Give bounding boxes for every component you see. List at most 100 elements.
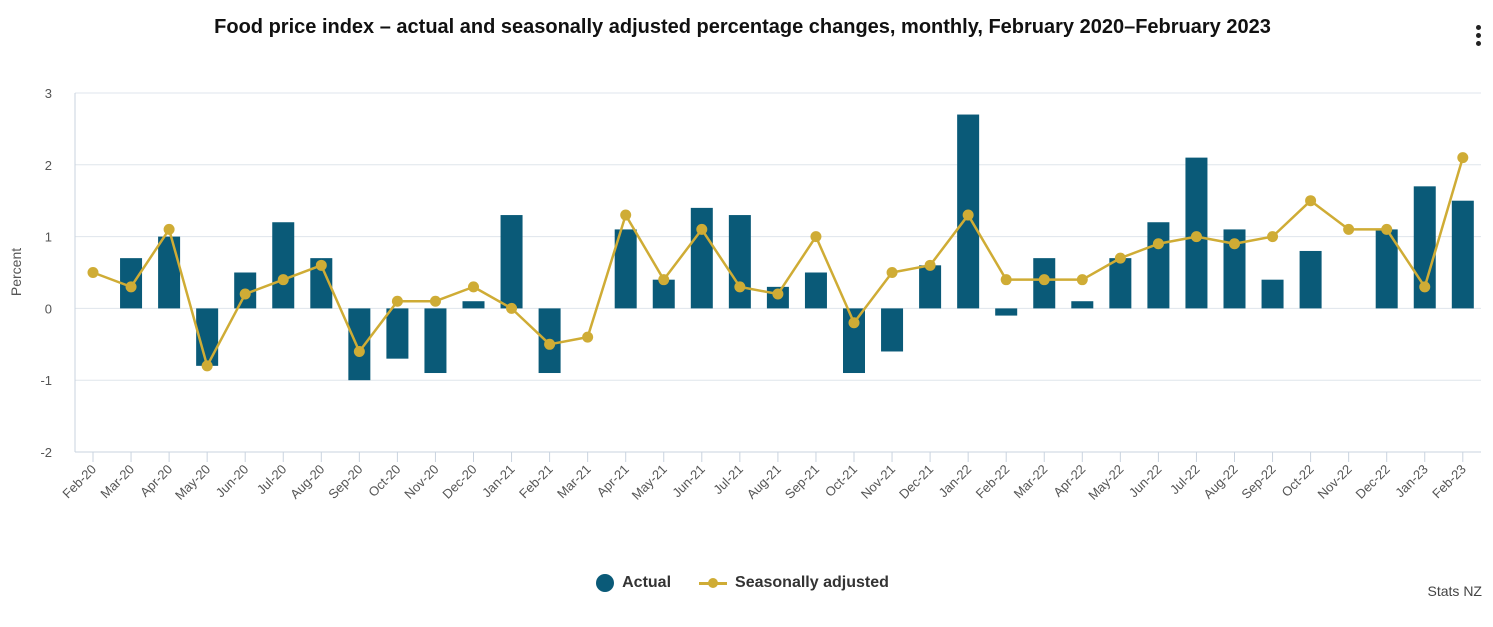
legend-item-actual[interactable]: Actual bbox=[596, 574, 671, 592]
y-tick-label: 2 bbox=[45, 158, 52, 173]
x-tick-label: Jul-22 bbox=[1167, 462, 1203, 498]
y-tick-label: -1 bbox=[40, 373, 52, 388]
seasonal-point[interactable] bbox=[696, 223, 708, 235]
actual-bar[interactable] bbox=[843, 308, 865, 374]
seasonal-point[interactable] bbox=[848, 317, 860, 329]
actual-bar[interactable] bbox=[1375, 229, 1398, 309]
x-tick-label: Aug-21 bbox=[744, 462, 784, 502]
legend-seasonal-label: Seasonally adjusted bbox=[735, 574, 889, 591]
seasonal-point[interactable] bbox=[1229, 238, 1240, 250]
seasonal-point[interactable] bbox=[1267, 231, 1279, 243]
x-tick-label: Oct-22 bbox=[1279, 462, 1317, 500]
seasonal-point[interactable] bbox=[772, 288, 784, 300]
seasonal-point[interactable] bbox=[201, 360, 213, 372]
actual-bar[interactable] bbox=[462, 301, 485, 309]
actual-bar[interactable] bbox=[614, 229, 637, 309]
menu-dot-icon bbox=[1476, 25, 1481, 30]
seasonal-point[interactable] bbox=[353, 345, 365, 357]
y-tick-label: 0 bbox=[45, 301, 52, 316]
legend-actual-swatch bbox=[596, 574, 615, 592]
actual-bar[interactable] bbox=[919, 265, 942, 309]
menu-dot-icon bbox=[1476, 41, 1481, 46]
actual-bar[interactable] bbox=[652, 279, 675, 309]
actual-bar[interactable] bbox=[1147, 222, 1170, 309]
source-credit: Stats NZ bbox=[1427, 583, 1482, 599]
seasonal-point[interactable] bbox=[810, 231, 822, 243]
x-tick-label: Apr-22 bbox=[1050, 462, 1088, 500]
seasonal-point[interactable] bbox=[1457, 152, 1469, 164]
seasonal-point[interactable] bbox=[239, 288, 251, 300]
actual-bar[interactable] bbox=[500, 215, 523, 309]
actual-bar[interactable] bbox=[728, 215, 751, 309]
chart-menu-button[interactable] bbox=[1467, 22, 1491, 50]
seasonal-point[interactable] bbox=[506, 302, 518, 314]
seasonal-point[interactable] bbox=[886, 267, 898, 278]
actual-bar[interactable] bbox=[386, 308, 409, 359]
seasonal-point[interactable] bbox=[962, 209, 974, 221]
actual-bar[interactable] bbox=[1109, 258, 1132, 309]
seasonal-point[interactable] bbox=[1190, 231, 1202, 243]
x-tick-label: Jun-21 bbox=[669, 462, 708, 501]
seasonal-point[interactable] bbox=[315, 259, 327, 271]
x-tick-label: Jun-20 bbox=[213, 462, 252, 501]
seasonal-point[interactable] bbox=[924, 259, 936, 271]
x-tick-label: Mar-21 bbox=[554, 462, 594, 502]
x-tick-label: May-20 bbox=[172, 462, 213, 503]
seasonal-point[interactable] bbox=[391, 295, 403, 307]
legend-seasonal-swatch bbox=[699, 574, 728, 592]
x-tick-label: Dec-22 bbox=[1353, 462, 1393, 502]
x-tick-label: Sep-21 bbox=[782, 462, 822, 502]
seasonal-point[interactable] bbox=[468, 281, 479, 293]
actual-bar[interactable] bbox=[158, 236, 181, 309]
x-tick-label: Aug-22 bbox=[1200, 462, 1240, 502]
x-tick-label: Dec-21 bbox=[896, 462, 936, 502]
x-tick-label: Jul-21 bbox=[710, 462, 746, 498]
actual-bar[interactable] bbox=[196, 308, 219, 366]
seasonal-point[interactable] bbox=[1305, 195, 1317, 207]
actual-bar[interactable] bbox=[310, 258, 333, 309]
seasonal-point[interactable] bbox=[87, 267, 99, 278]
x-tick-label: Sep-20 bbox=[325, 462, 365, 502]
seasonal-point[interactable] bbox=[1419, 281, 1431, 293]
seasonal-point[interactable] bbox=[429, 295, 441, 307]
x-tick-label: May-21 bbox=[629, 462, 670, 503]
seasonal-point[interactable] bbox=[620, 209, 632, 221]
x-tick-label: Jun-22 bbox=[1126, 462, 1165, 501]
seasonal-point[interactable] bbox=[544, 338, 556, 350]
seasonal-point[interactable] bbox=[1000, 274, 1012, 286]
actual-bar[interactable] bbox=[424, 308, 447, 374]
x-tick-label: Oct-21 bbox=[822, 462, 860, 500]
actual-bar[interactable] bbox=[1261, 279, 1284, 309]
actual-bar[interactable] bbox=[1223, 229, 1246, 309]
x-tick-label: Oct-20 bbox=[365, 462, 403, 500]
seasonal-point[interactable] bbox=[125, 281, 137, 293]
actual-bar[interactable] bbox=[881, 308, 904, 352]
actual-bar[interactable] bbox=[690, 207, 713, 309]
seasonal-point[interactable] bbox=[163, 223, 175, 235]
legend-item-seasonal[interactable]: Seasonally adjusted bbox=[699, 574, 889, 592]
x-tick-label: Feb-22 bbox=[973, 462, 1013, 502]
seasonal-point[interactable] bbox=[1114, 252, 1126, 264]
actual-bar[interactable] bbox=[348, 308, 371, 381]
actual-bar[interactable] bbox=[995, 308, 1018, 316]
seasonal-point[interactable] bbox=[277, 274, 289, 286]
seasonal-line bbox=[92, 157, 1464, 368]
actual-bar[interactable] bbox=[804, 272, 827, 309]
chart-legend: Actual Seasonally adjusted bbox=[0, 574, 1485, 592]
seasonal-point[interactable] bbox=[1152, 238, 1164, 250]
x-tick-label: Apr-21 bbox=[594, 462, 632, 500]
seasonal-point[interactable] bbox=[1038, 274, 1050, 286]
seasonal-point[interactable] bbox=[734, 281, 746, 293]
actual-bar[interactable] bbox=[1451, 200, 1474, 309]
seasonal-point[interactable] bbox=[1076, 274, 1088, 286]
x-tick-label: Nov-20 bbox=[401, 462, 441, 502]
seasonal-point[interactable] bbox=[1381, 223, 1393, 235]
seasonal-point[interactable] bbox=[582, 331, 594, 343]
actual-bar[interactable] bbox=[1299, 250, 1322, 309]
actual-bar[interactable] bbox=[1071, 301, 1094, 309]
actual-bar[interactable] bbox=[272, 222, 295, 309]
seasonal-point[interactable] bbox=[658, 274, 670, 286]
seasonal-point[interactable] bbox=[1343, 223, 1355, 235]
x-tick-label: Apr-20 bbox=[137, 462, 175, 500]
